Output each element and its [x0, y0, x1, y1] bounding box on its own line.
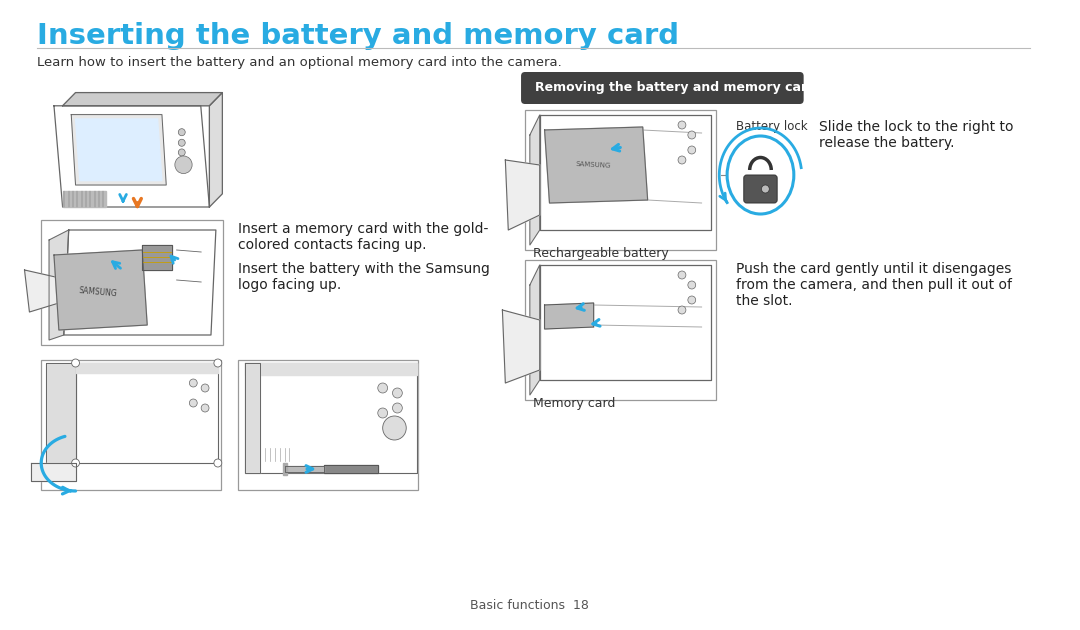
Text: the slot.: the slot.: [735, 294, 793, 308]
Text: Battery lock: Battery lock: [735, 120, 808, 133]
Bar: [525, 260, 716, 400]
Polygon shape: [324, 465, 378, 473]
FancyBboxPatch shape: [744, 175, 778, 203]
Bar: [525, 110, 716, 250]
Text: Slide the lock to the right to: Slide the lock to the right to: [820, 120, 1014, 134]
Text: release the battery.: release the battery.: [820, 136, 955, 150]
Polygon shape: [245, 363, 260, 473]
Circle shape: [688, 131, 696, 139]
Polygon shape: [71, 115, 166, 185]
Polygon shape: [245, 363, 417, 375]
Circle shape: [189, 399, 198, 407]
Polygon shape: [210, 93, 222, 207]
Circle shape: [688, 281, 696, 289]
Circle shape: [378, 408, 388, 418]
Circle shape: [678, 121, 686, 129]
Circle shape: [201, 384, 210, 392]
Circle shape: [688, 146, 696, 154]
Polygon shape: [76, 363, 218, 373]
Polygon shape: [54, 106, 210, 207]
Circle shape: [392, 403, 403, 413]
Polygon shape: [530, 265, 540, 395]
Text: Insert the battery with the Samsung: Insert the battery with the Samsung: [239, 262, 490, 276]
Polygon shape: [25, 270, 69, 312]
Polygon shape: [283, 463, 286, 475]
Text: Basic functions  18: Basic functions 18: [471, 599, 590, 612]
Polygon shape: [31, 463, 76, 481]
Text: Rechargeable battery: Rechargeable battery: [532, 247, 669, 260]
Circle shape: [178, 129, 186, 135]
Polygon shape: [284, 466, 324, 472]
Circle shape: [201, 404, 210, 412]
Circle shape: [378, 383, 388, 393]
Circle shape: [178, 149, 186, 156]
Circle shape: [392, 388, 403, 398]
Polygon shape: [540, 265, 712, 380]
Circle shape: [71, 459, 80, 467]
Polygon shape: [502, 310, 540, 383]
Bar: [41, 220, 222, 345]
Text: Push the card gently until it disengages: Push the card gently until it disengages: [735, 262, 1011, 276]
Text: Removing the battery and memory card: Removing the battery and memory card: [535, 81, 815, 94]
Polygon shape: [63, 191, 106, 207]
Text: from the camera, and then pull it out of: from the camera, and then pull it out of: [735, 278, 1012, 292]
Polygon shape: [49, 230, 69, 340]
Polygon shape: [76, 363, 218, 463]
Polygon shape: [76, 119, 162, 181]
FancyBboxPatch shape: [521, 72, 804, 104]
Text: colored contacts facing up.: colored contacts facing up.: [239, 238, 427, 252]
Text: logo facing up.: logo facing up.: [239, 278, 341, 292]
Polygon shape: [540, 115, 712, 230]
Text: SAMSUNG: SAMSUNG: [576, 161, 611, 169]
Polygon shape: [505, 160, 540, 230]
Polygon shape: [530, 115, 540, 245]
Text: Learn how to insert the battery and an optional memory card into the camera.: Learn how to insert the battery and an o…: [38, 56, 562, 69]
Bar: [41, 360, 220, 490]
Circle shape: [382, 416, 406, 440]
Circle shape: [71, 359, 80, 367]
Circle shape: [761, 185, 769, 193]
Polygon shape: [54, 250, 147, 330]
Polygon shape: [63, 93, 222, 106]
Circle shape: [678, 156, 686, 164]
Polygon shape: [143, 245, 172, 270]
Circle shape: [214, 359, 221, 367]
Polygon shape: [64, 230, 216, 335]
Text: Inserting the battery and memory card: Inserting the battery and memory card: [38, 22, 679, 50]
Text: Insert a memory card with the gold-: Insert a memory card with the gold-: [239, 222, 489, 236]
Circle shape: [678, 306, 686, 314]
Circle shape: [688, 296, 696, 304]
Circle shape: [678, 271, 686, 279]
Text: SAMSUNG: SAMSUNG: [79, 286, 118, 298]
Polygon shape: [46, 363, 76, 463]
Circle shape: [189, 379, 198, 387]
Text: Memory card: Memory card: [532, 397, 616, 410]
Ellipse shape: [727, 136, 794, 214]
Circle shape: [178, 139, 186, 146]
Polygon shape: [544, 303, 594, 329]
Polygon shape: [544, 127, 648, 203]
Bar: [239, 360, 418, 490]
Circle shape: [175, 156, 192, 173]
Polygon shape: [245, 363, 417, 473]
Circle shape: [214, 459, 221, 467]
